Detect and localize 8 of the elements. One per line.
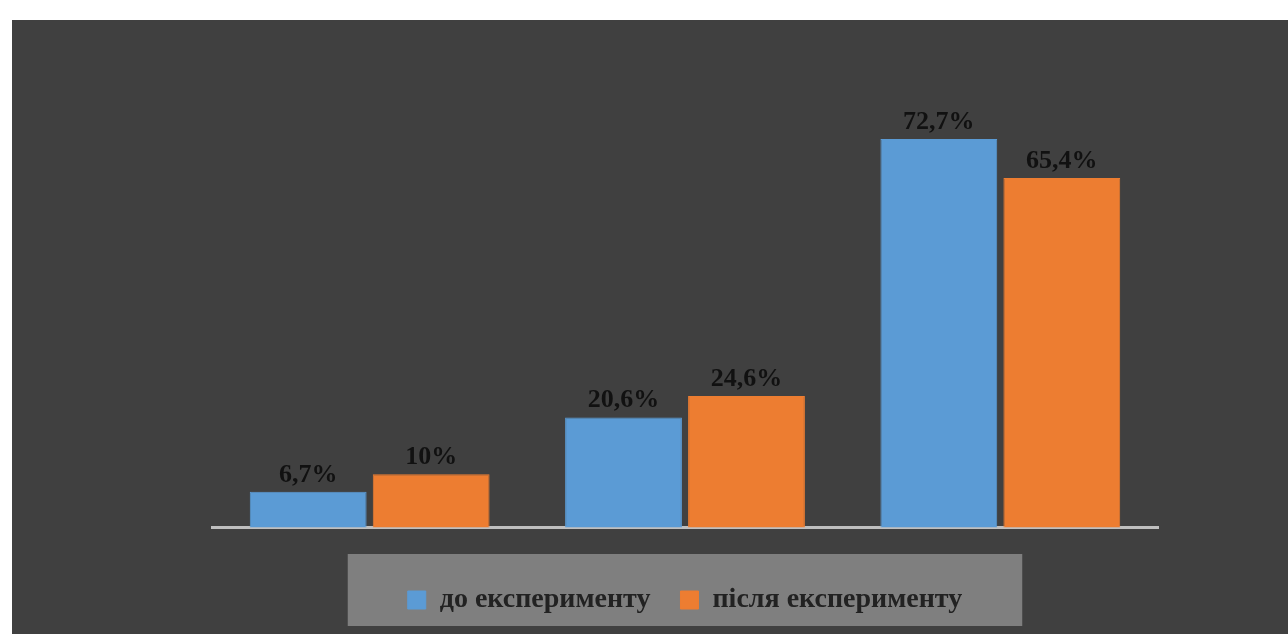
bar — [372, 474, 490, 528]
bar — [565, 417, 682, 528]
bar — [688, 396, 805, 528]
bar — [249, 491, 367, 528]
bar — [1003, 178, 1121, 528]
legend-label: до експерименту — [439, 582, 651, 614]
legend-label: після експерименту — [712, 582, 963, 614]
bar — [880, 139, 998, 528]
